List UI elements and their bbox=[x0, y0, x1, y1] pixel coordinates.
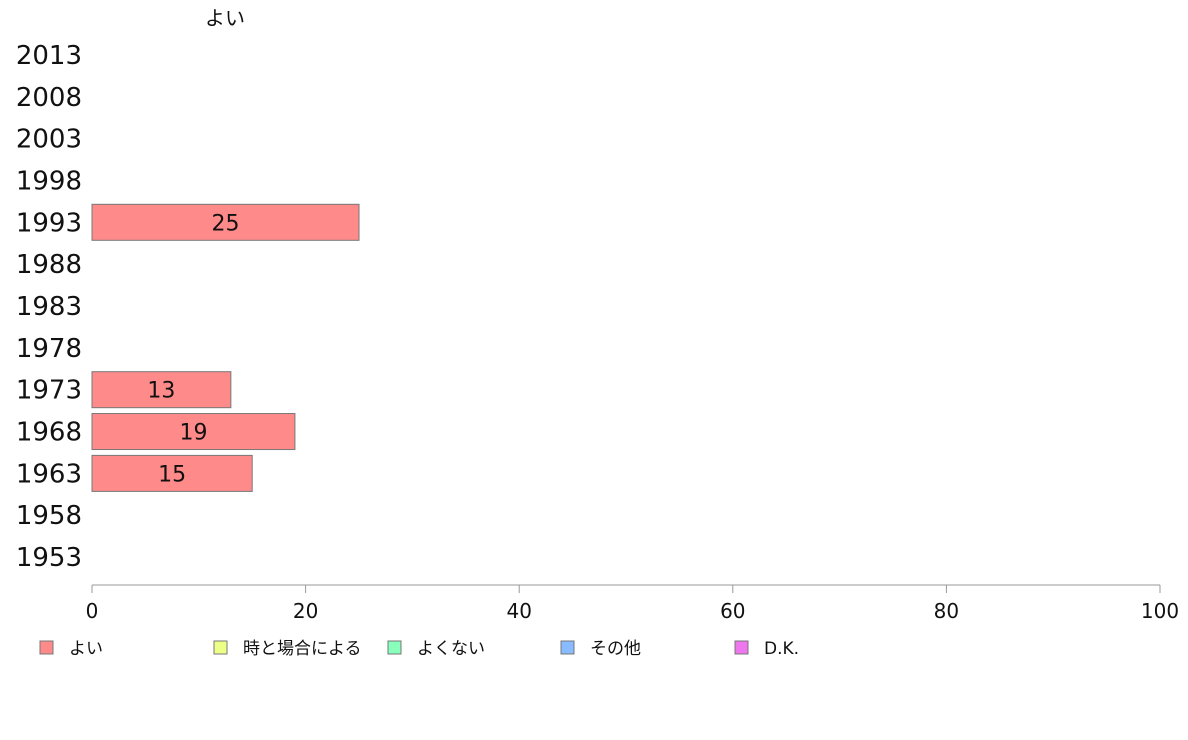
legend-label: 時と場合による bbox=[243, 639, 362, 659]
y-axis-labels: 2013 2008 2003 1998 1993 1988 1983 1978 1973 1968… bbox=[16, 41, 82, 573]
legend-item: よい bbox=[39, 639, 103, 659]
data-label: 15 bbox=[158, 462, 186, 487]
y-tick-label: 1968 bbox=[16, 418, 82, 448]
legend-swatch bbox=[387, 640, 402, 655]
y-tick-label: 2013 bbox=[16, 41, 82, 71]
y-tick-label: 2008 bbox=[16, 83, 82, 113]
y-tick-label: 2003 bbox=[16, 125, 82, 155]
y-tick-label: 1998 bbox=[16, 166, 82, 196]
legend-swatch bbox=[213, 640, 228, 655]
legend: よい 時と場合による よくない その他 D.K. bbox=[39, 639, 799, 659]
legend-item: その他 bbox=[560, 639, 641, 659]
y-tick-label: 1993 bbox=[16, 208, 82, 238]
legend-label: よくない bbox=[417, 639, 485, 659]
legend-item: D.K. bbox=[734, 639, 799, 659]
legend-swatch bbox=[39, 640, 54, 655]
legend-swatch bbox=[560, 640, 575, 655]
legend-label: その他 bbox=[590, 639, 641, 659]
y-tick-label: 1963 bbox=[16, 459, 82, 489]
data-label: 19 bbox=[179, 421, 207, 446]
bar bbox=[91, 203, 360, 241]
y-tick-label: 1973 bbox=[16, 376, 82, 406]
data-label: 13 bbox=[147, 379, 175, 404]
bar bbox=[91, 371, 232, 409]
x-axis: 0 20 40 60 80 100 bbox=[86, 584, 1179, 623]
y-tick-label: 1953 bbox=[16, 543, 82, 573]
legend-label: D.K. bbox=[764, 639, 799, 659]
x-tick-label: 40 bbox=[506, 599, 531, 623]
y-tick-label: 1958 bbox=[16, 501, 82, 531]
x-tick-label: 100 bbox=[1141, 599, 1179, 623]
top-label: よい bbox=[205, 6, 245, 30]
bar bbox=[91, 454, 253, 492]
y-tick-label: 1983 bbox=[16, 292, 82, 322]
x-tick-label: 20 bbox=[293, 599, 318, 623]
legend-item: 時と場合による bbox=[213, 639, 362, 659]
bar bbox=[91, 413, 296, 451]
legend-item: よくない bbox=[387, 639, 485, 659]
x-tick-label: 0 bbox=[86, 599, 99, 623]
y-tick-label: 1988 bbox=[16, 250, 82, 280]
legend-label: よい bbox=[69, 639, 103, 659]
x-tick-label: 60 bbox=[720, 599, 745, 623]
x-tick-label: 80 bbox=[934, 599, 959, 623]
y-tick-label: 1978 bbox=[16, 334, 82, 364]
legend-swatch bbox=[734, 640, 749, 655]
data-label: 25 bbox=[212, 211, 240, 236]
